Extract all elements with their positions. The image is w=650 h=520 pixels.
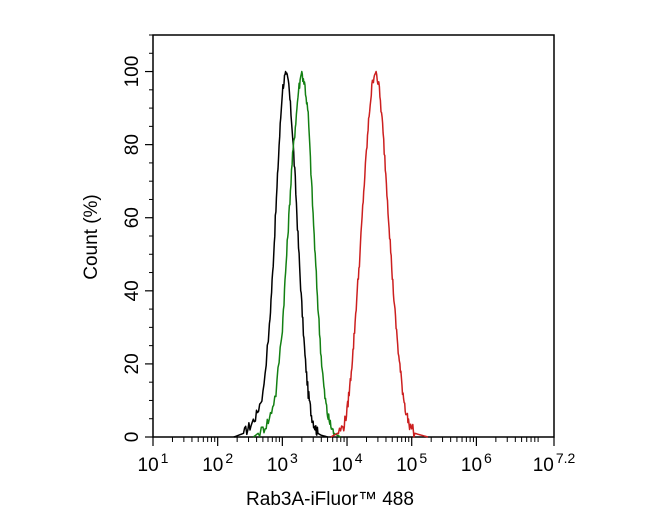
y-tick-label: 40 — [122, 280, 143, 301]
y-minor-ticks — [149, 34, 153, 420]
x-axis-title: Rab3A-iFluor™ 488 — [246, 489, 414, 510]
plot-frame — [152, 34, 555, 438]
x-tick-base: 10 — [396, 455, 417, 476]
x-tick-label: 10 1 — [138, 450, 169, 476]
x-tick-exponent: 2 — [225, 450, 233, 466]
x-tick-exponent: 4 — [355, 450, 363, 466]
x-tick-exponent: 3 — [290, 450, 298, 466]
y-tick-label: 60 — [122, 207, 143, 228]
x-tick-label: 10 6 — [461, 450, 492, 476]
series-line-2 — [252, 70, 341, 438]
x-tick-base: 10 — [202, 455, 223, 476]
x-tick-label: 10 5 — [396, 450, 427, 476]
x-tick-exponent: 1 — [161, 450, 169, 466]
x-axis-ticks: 10 1 10 2 10 3 10 4 10 5 10 6 10 7.2 — [138, 437, 576, 476]
y-tick-label: 100 — [122, 56, 143, 88]
x-tick-base: 10 — [461, 455, 482, 476]
y-axis-ticks: 0 20 40 60 80 100 — [122, 56, 153, 443]
x-tick-label: 10 7.2 — [533, 450, 576, 476]
y-tick-label: 0 — [122, 432, 143, 443]
x-tick-exponent: 6 — [484, 450, 492, 466]
x-tick-base: 10 — [267, 455, 288, 476]
x-tick-base: 10 — [533, 455, 554, 476]
x-tick-base: 10 — [138, 455, 159, 476]
series-line-1 — [233, 70, 328, 438]
x-tick-exponent: 5 — [419, 450, 427, 466]
x-tick-label: 10 2 — [202, 450, 233, 476]
series-lines — [233, 70, 429, 438]
series-line-3 — [330, 70, 429, 438]
y-axis-title: Count (%) — [81, 194, 102, 280]
x-tick-label: 10 3 — [267, 450, 298, 476]
x-tick-base: 10 — [332, 455, 353, 476]
x-tick-label: 10 4 — [332, 450, 363, 476]
x-tick-exponent: 7.2 — [556, 450, 576, 466]
x-minor-ticks — [171, 437, 539, 442]
y-tick-label: 80 — [122, 134, 143, 155]
y-tick-label: 20 — [122, 353, 143, 374]
